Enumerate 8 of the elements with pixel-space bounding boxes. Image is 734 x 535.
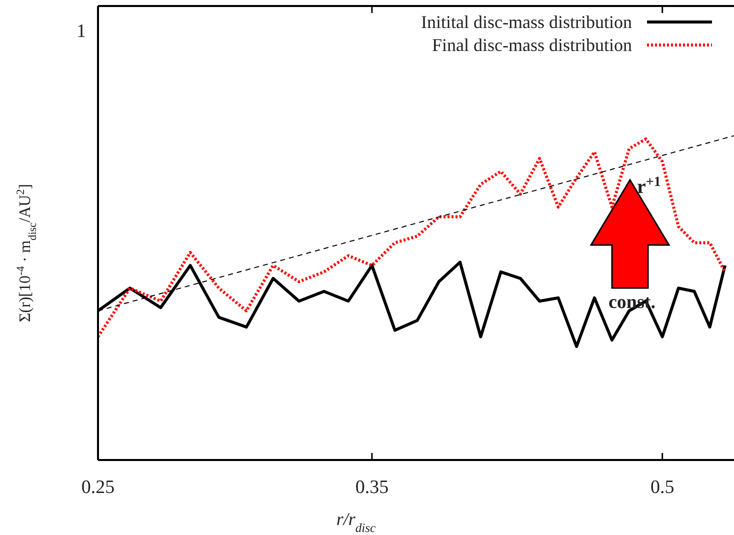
x-tick-label: 0.35 bbox=[355, 477, 389, 498]
legend-label: Final disc-mass distribution bbox=[432, 35, 632, 55]
x-tick-label: 0.25 bbox=[81, 477, 115, 498]
annotation: r$^{+1}$ bbox=[637, 174, 661, 198]
text: 1 bbox=[76, 21, 86, 42]
legend-label: Initital disc-mass distribution bbox=[421, 12, 632, 32]
x-tick-label: 0.5 bbox=[650, 477, 674, 498]
x-axis-title: r/r$_{disc}$ bbox=[336, 509, 376, 535]
